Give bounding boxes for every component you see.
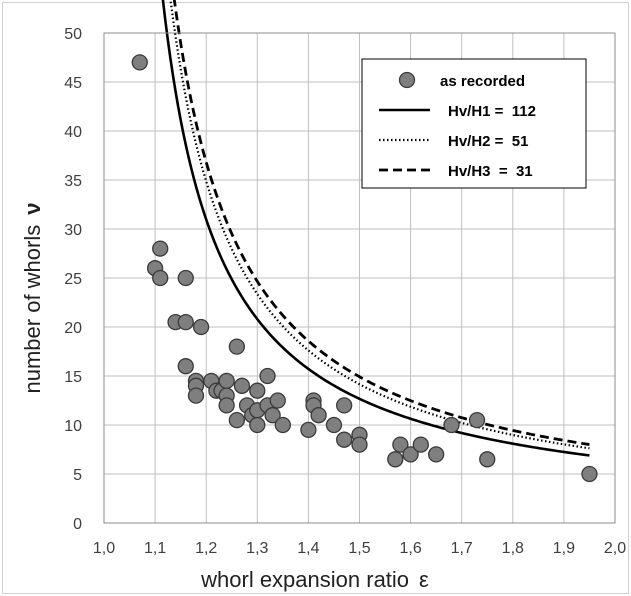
fit-curve-solid xyxy=(161,0,590,457)
fit-curves xyxy=(161,0,590,457)
data-point xyxy=(177,269,194,287)
y-tick-label: 45 xyxy=(64,75,82,92)
x-tick-label: 1,3 xyxy=(246,540,268,557)
data-point xyxy=(274,416,292,434)
x-tick-label: 1,4 xyxy=(297,540,319,557)
data-point xyxy=(351,436,368,453)
data-point xyxy=(233,377,251,394)
data-point xyxy=(131,54,148,71)
x-tick-label: 1,6 xyxy=(399,540,421,557)
data-point xyxy=(249,416,266,434)
x-tick-label: 1,9 xyxy=(553,540,575,557)
data-point xyxy=(218,397,235,414)
x-tick-label: 1,2 xyxy=(195,540,217,557)
data-point xyxy=(427,446,445,463)
data-point xyxy=(387,451,404,468)
legend-label-as-recorded: as recorded xyxy=(440,73,525,90)
data-point xyxy=(402,446,419,463)
x-tick-label: 1,1 xyxy=(144,540,166,557)
fit-curve-dashed xyxy=(172,0,590,446)
data-points xyxy=(131,54,598,483)
data-point xyxy=(228,411,246,429)
data-point xyxy=(264,407,281,424)
y-tick-label: 5 xyxy=(73,467,82,484)
data-point xyxy=(479,451,496,468)
data-point xyxy=(152,240,169,257)
y-tick-labels: 0 5 10 15 20 25 30 35 40 45 50 xyxy=(64,26,82,533)
legend-label-hv-h1: Hv/H1 = 112 xyxy=(448,103,536,120)
data-point xyxy=(325,416,343,434)
legend-item-as-recorded: as recorded xyxy=(398,71,525,90)
x-tick-label: 1,5 xyxy=(348,540,370,557)
data-point xyxy=(392,436,409,453)
data-point xyxy=(336,397,353,414)
data-point xyxy=(249,382,266,399)
y-tick-label: 25 xyxy=(64,271,82,288)
legend-label-hv-h3: Hv/H3 = 31 xyxy=(448,163,533,180)
legend-item-hv-h3: Hv/H3 = 31 xyxy=(379,163,533,180)
data-point xyxy=(310,407,327,424)
data-point xyxy=(259,367,276,385)
data-point xyxy=(336,431,353,448)
y-tick-label: 10 xyxy=(64,418,82,435)
y-axis-title: number of whorlsν xyxy=(20,203,45,394)
data-point xyxy=(152,269,169,287)
plot-border xyxy=(103,32,616,524)
legend-marker-circle xyxy=(398,71,416,89)
x-tick-label: 1,7 xyxy=(451,540,473,557)
y-tick-label: 15 xyxy=(64,369,82,386)
data-point xyxy=(177,358,194,375)
legend-label-hv-h2: Hv/H2 = 51 xyxy=(448,133,528,150)
data-point xyxy=(187,387,205,404)
x-axis-title: whorl expansion ratio ε xyxy=(200,567,429,592)
x-tick-label: 1,0 xyxy=(93,540,115,557)
data-point xyxy=(177,313,194,331)
y-tick-label: 50 xyxy=(64,26,82,43)
data-point xyxy=(300,421,317,439)
data-point xyxy=(218,372,235,390)
x-tick-label: 2,0 xyxy=(604,540,626,557)
y-tick-label: 0 xyxy=(73,516,82,533)
y-tick-label: 20 xyxy=(64,320,82,337)
data-point xyxy=(443,416,460,434)
data-point xyxy=(468,411,486,429)
x-tick-labels: 1,0 1,1 1,2 1,3 1,4 1,5 1,6 1,7 1,8 1,9 2,0 xyxy=(93,540,626,557)
legend: as recorded Hv/H1 = 112 Hv/H2 = 51 Hv/H3… xyxy=(361,58,587,189)
fit-curve-dotted xyxy=(169,0,590,450)
data-point xyxy=(269,392,286,409)
x-tick-label: 1,8 xyxy=(502,540,524,557)
legend-item-hv-h1: Hv/H1 = 112 xyxy=(379,103,536,120)
data-point xyxy=(228,338,246,355)
data-point xyxy=(581,465,598,483)
y-tick-label: 30 xyxy=(64,222,82,239)
y-tick-label: 40 xyxy=(64,124,82,141)
legend-item-hv-h2: Hv/H2 = 51 xyxy=(379,133,528,150)
data-point xyxy=(192,318,210,336)
y-tick-label: 35 xyxy=(64,173,82,190)
data-point xyxy=(412,436,429,453)
